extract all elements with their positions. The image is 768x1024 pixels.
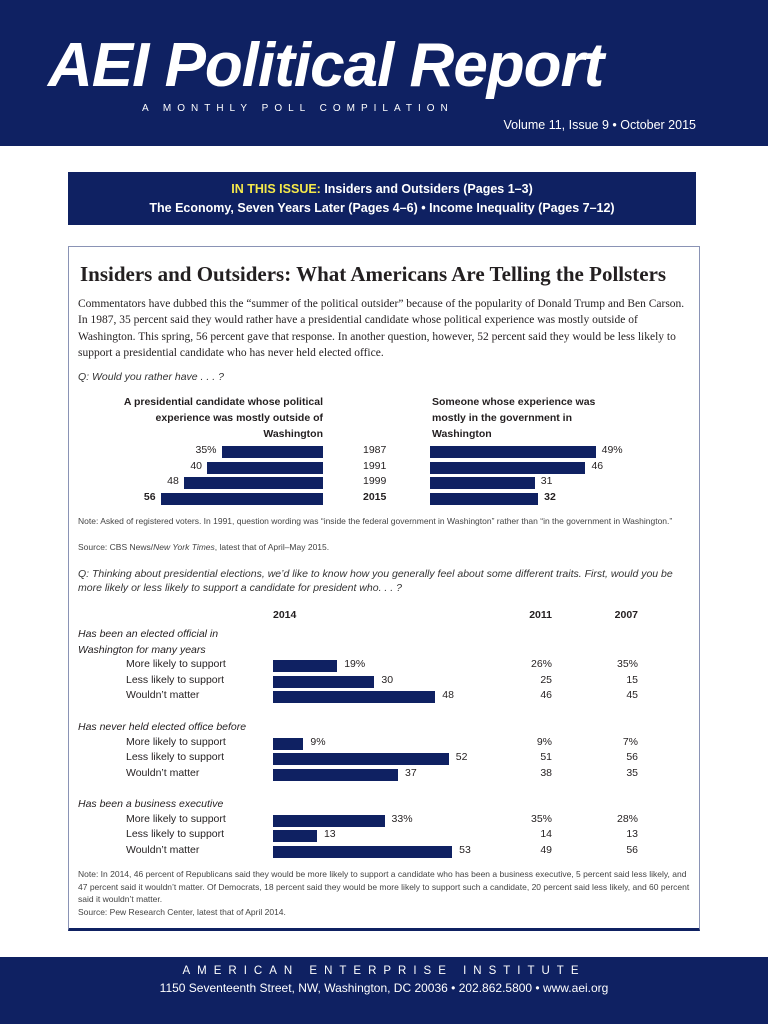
year-label: 1999 — [363, 475, 387, 487]
bar-right-label: 46 — [591, 459, 604, 472]
bar-2014 — [273, 675, 375, 688]
source-suffix: , latest that of April–May 2015. — [214, 542, 330, 552]
in-this-issue-banner: IN THIS ISSUE: Insiders and Outsiders (P… — [68, 172, 696, 225]
value-2011: 38 — [540, 766, 552, 779]
chart1-note: Note: Asked of registered voters. In 199… — [78, 516, 673, 526]
value-2011: 14 — [540, 828, 552, 840]
value-2014: 13 — [323, 828, 336, 840]
value-2014: 33% — [391, 812, 413, 825]
bar-left — [221, 446, 323, 458]
article-title: Insiders and Outsiders: What Americans A… — [80, 262, 667, 286]
masthead: AEI Political Report A MONTHLY POLL COMP… — [0, 0, 768, 146]
footer: AMERICAN ENTERPRISE INSTITUTE 1150 Seven… — [0, 957, 768, 1024]
row-label: Less likely to support — [126, 828, 225, 840]
row-label: Wouldn’t matter — [126, 843, 200, 856]
column-header: 2007 — [614, 609, 638, 621]
bar-left-label: 40 — [190, 459, 202, 472]
value-2007: 35 — [626, 766, 638, 779]
year-label: 1987 — [363, 444, 387, 456]
chart1-question: Q: Would you rather have . . . ? — [78, 371, 224, 383]
group-label: Has been an elected official in Washingt… — [78, 628, 219, 656]
article-box — [68, 246, 700, 931]
article-intro: Commentators have dubbed this the “summe… — [78, 298, 685, 359]
bar-2014 — [273, 768, 399, 781]
value-2011: 26% — [530, 658, 552, 670]
chart1-right-heading: Someone whose experience was mostly in t… — [432, 396, 596, 440]
value-2011: 9% — [536, 735, 552, 748]
issue-line2: The Economy, Seven Years Later (Pages 4–… — [149, 201, 615, 215]
group-label: Has been a business executive — [78, 798, 224, 810]
bar-2014 — [273, 691, 436, 703]
footer-org: AMERICAN ENTERPRISE INSTITUTE — [182, 965, 586, 977]
row-label: More likely to support — [126, 735, 226, 748]
row-label: More likely to support — [126, 812, 226, 825]
value-2014: 37 — [405, 766, 417, 779]
bar-left — [183, 477, 323, 489]
column-header: 2014 — [273, 609, 297, 621]
row-label: Less likely to support — [126, 673, 225, 686]
value-2011: 51 — [540, 751, 552, 763]
bar-2014 — [273, 660, 338, 672]
value-2011: 25 — [540, 673, 552, 686]
bar-right — [430, 461, 586, 474]
row-label: More likely to support — [126, 658, 226, 670]
year-label: 2015 — [363, 490, 387, 503]
value-2007: 7% — [622, 735, 638, 748]
value-2011: 46 — [540, 689, 552, 701]
column-header: 2011 — [529, 609, 552, 621]
issue-label: IN THIS ISSUE: — [231, 182, 321, 196]
value-2007: 28% — [616, 812, 638, 825]
value-2011: 35% — [530, 812, 552, 825]
value-2007: 35% — [616, 658, 638, 670]
bar-2014 — [273, 845, 453, 858]
chart1-left-heading: A presidential candidate whose political… — [123, 396, 323, 440]
value-2007: 13 — [626, 828, 638, 840]
chart2-source: Source: Pew Research Center, latest that… — [78, 907, 286, 917]
chart1-source: Source: CBS News/New York Times, latest … — [78, 541, 693, 554]
value-2014: 19% — [344, 658, 366, 670]
value-2011: 49 — [540, 843, 552, 856]
footer-address: 1150 Seventeenth Street, NW, Washington,… — [159, 981, 609, 995]
source-prefix: Source: CBS News/ — [78, 542, 154, 552]
tagline: A MONTHLY POLL COMPILATION — [142, 103, 454, 114]
year-label: 1991 — [363, 459, 387, 472]
bar-2014 — [273, 814, 385, 827]
value-2007: 56 — [626, 843, 638, 856]
value-2014: 53 — [459, 843, 471, 856]
bar-right-label: 32 — [544, 490, 556, 503]
group-label: Has never held elected office before — [78, 721, 247, 733]
bar-2014 — [273, 830, 317, 842]
bar-left — [160, 492, 323, 505]
value-2007: 15 — [626, 673, 638, 686]
aei-logo: AEI Political Report — [48, 31, 604, 100]
value-2007: 45 — [626, 689, 638, 701]
bar-right-label: 31 — [540, 475, 553, 487]
bar-left-label: 35% — [195, 444, 217, 456]
value-2014: 52 — [455, 751, 468, 763]
chart2-note: Note: In 2014, 46 percent of Republicans… — [78, 869, 690, 905]
bar-left-label: 48 — [167, 475, 179, 487]
issue-line1: Insiders and Outsiders (Pages 1–3) — [320, 182, 533, 196]
row-label: Wouldn’t matter — [126, 689, 200, 701]
source-italic: New York Times — [153, 542, 215, 552]
value-2014: 30 — [381, 673, 394, 686]
bar-right — [430, 477, 535, 489]
value-2014: 9% — [310, 735, 326, 748]
row-label: Wouldn’t matter — [126, 766, 200, 779]
volume-info: Volume 11, Issue 9 • October 2015 — [503, 118, 696, 132]
bar-left — [207, 461, 323, 474]
value-2007: 56 — [626, 751, 638, 763]
bar-right-label: 49% — [601, 444, 623, 456]
value-2014: 48 — [442, 689, 454, 701]
chart2-question: Q: Thinking about presidential elections… — [78, 568, 673, 594]
bar-right — [430, 492, 539, 505]
bar-2014 — [273, 753, 449, 765]
row-label: Less likely to support — [126, 751, 225, 763]
bar-2014 — [273, 737, 304, 750]
bar-left-label: 56 — [143, 490, 156, 503]
bar-right — [430, 446, 596, 458]
